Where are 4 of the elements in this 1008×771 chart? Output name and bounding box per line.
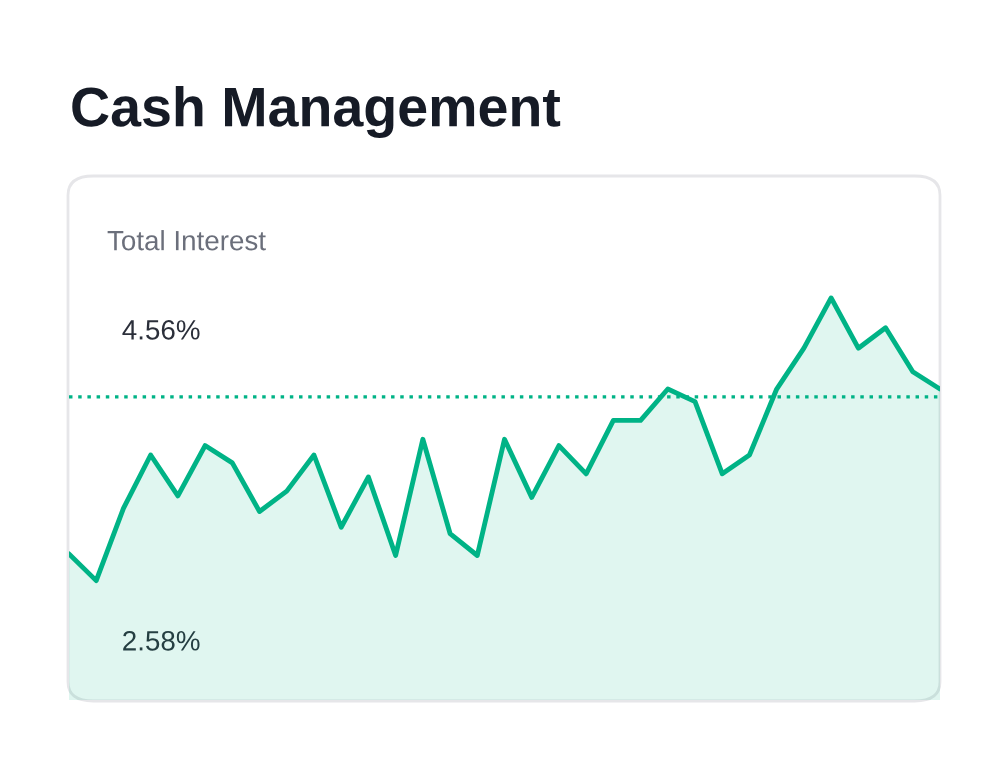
y-tick-label: 2.58% — [123, 630, 200, 651]
chart-title: Cash Management — [72, 85, 561, 139]
text: Total Interest — [107, 230, 266, 251]
y-tick-label: 4.56% — [122, 320, 200, 340]
